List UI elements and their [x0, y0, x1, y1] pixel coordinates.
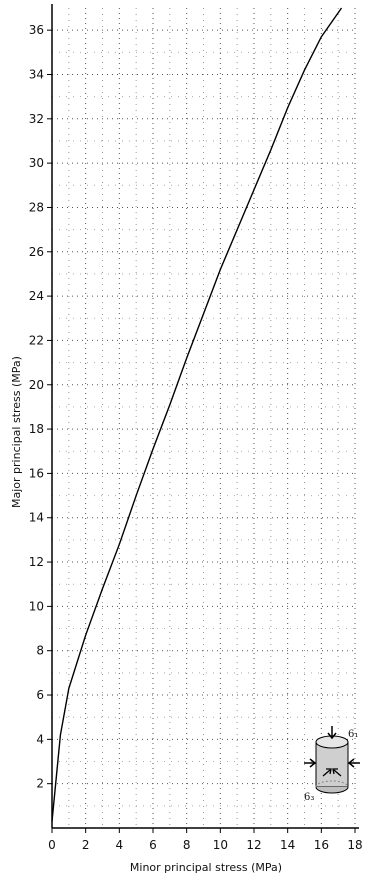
x-tick-label: 0 — [48, 838, 56, 852]
series-line — [51, 7, 343, 822]
right-confining-arrow-icon — [347, 758, 360, 768]
axes — [51, 4, 359, 829]
x-tick-label: 18 — [347, 838, 362, 852]
y-tick-label: 36 — [29, 23, 44, 37]
x-tick-label: 12 — [246, 838, 261, 852]
y-tick-label: 32 — [29, 112, 44, 126]
series — [51, 7, 343, 822]
x-tick-label: 14 — [280, 838, 295, 852]
y-tick-label: 10 — [29, 599, 44, 613]
ticks: 0 2 4 6 8 10 12 14 16 182468101214161820222426283… — [29, 23, 363, 852]
y-axis-title: Major principal stress (MPa) — [10, 356, 23, 508]
specimen-inset: 6₁ 6₃ — [304, 726, 360, 803]
cylinder-specimen-icon — [315, 735, 349, 794]
y-tick-label: 4 — [36, 732, 44, 746]
left-confining-arrow-icon — [304, 758, 317, 768]
y-tick-label: 24 — [29, 289, 44, 303]
grid — [52, 8, 356, 828]
y-tick-label: 12 — [29, 555, 44, 569]
y-tick-label: 26 — [29, 245, 44, 259]
x-tick-label: 4 — [116, 838, 124, 852]
inner-left-arrow-icon — [322, 768, 332, 777]
x-tick-label: 6 — [149, 838, 157, 852]
y-tick-label: 20 — [29, 378, 44, 392]
y-tick-label: 28 — [29, 200, 44, 214]
y-tick-label: 22 — [29, 333, 44, 347]
x-tick-label: 16 — [314, 838, 329, 852]
sigma3-label: 6₃ — [304, 792, 314, 803]
y-tick-label: 2 — [36, 777, 44, 791]
y-tick-label: 18 — [29, 422, 44, 436]
y-tick-label: 8 — [36, 644, 44, 658]
sigma1-label: 6₁ — [348, 729, 358, 740]
top-load-arrow-icon — [327, 726, 337, 740]
y-tick-label: 34 — [29, 67, 44, 81]
x-axis-title: Minor principal stress (MPa) — [130, 861, 282, 874]
x-tick-label: 8 — [183, 838, 191, 852]
x-tick-label: 2 — [82, 838, 90, 852]
y-tick-label: 6 — [36, 688, 44, 702]
y-tick-label: 16 — [29, 466, 44, 480]
y-tick-label: 30 — [29, 156, 44, 170]
y-tick-label: 14 — [29, 511, 44, 525]
inner-right-arrow-icon — [332, 768, 342, 777]
x-tick-label: 10 — [213, 838, 228, 852]
